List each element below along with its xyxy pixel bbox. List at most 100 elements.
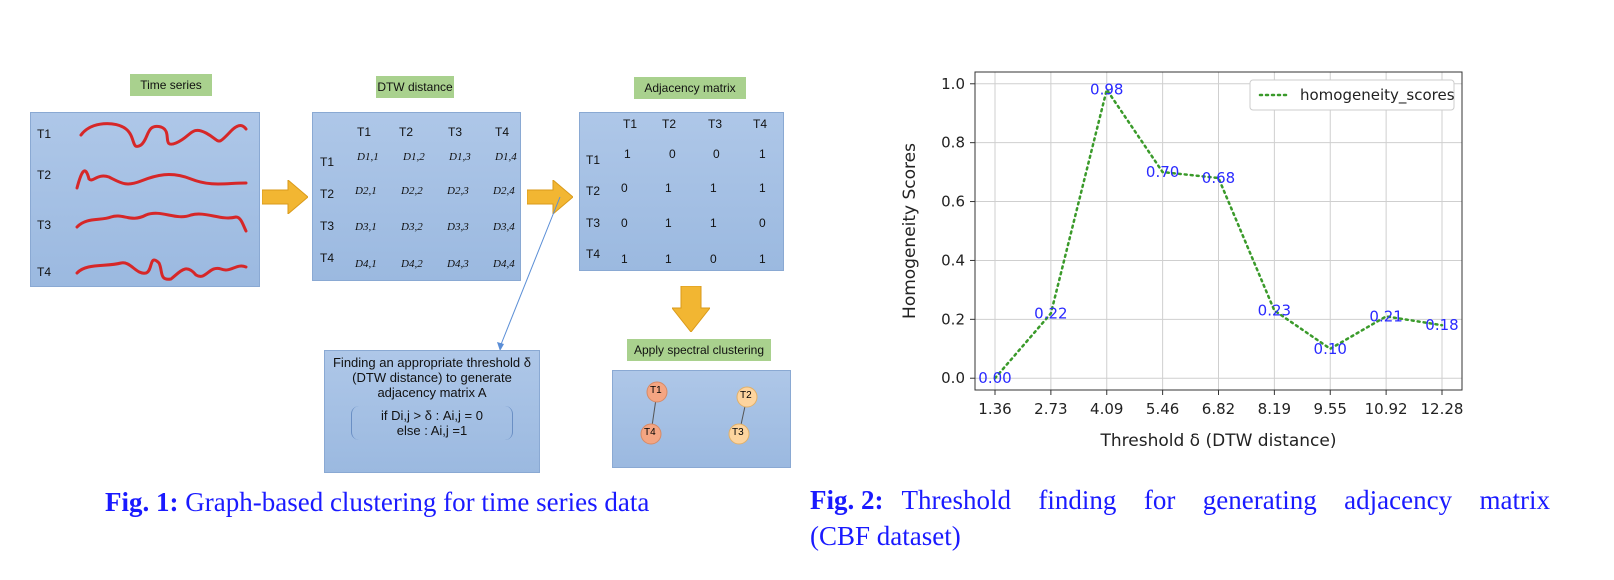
adj-col-t2: T2 <box>662 117 677 131</box>
series-line-homogeneity <box>993 86 1444 380</box>
y-tick-label: 0.2 <box>941 310 965 328</box>
figure-2-caption-text-2: (CBF dataset) <box>810 521 961 551</box>
figure-2-caption-label: Fig. 2: <box>810 485 884 515</box>
curve-t3 <box>75 211 248 233</box>
threshold-rule-1: if Di,j > δ : Ai,j = 0 <box>381 408 483 423</box>
figure-2-caption-text-1: Threshold finding for generating adjacen… <box>901 485 1551 515</box>
dtw-cell: D2,3 <box>447 185 469 197</box>
curve-t4 <box>75 258 248 281</box>
dtw-cell: D2,4 <box>493 185 515 197</box>
node-label-t2: T2 <box>740 390 752 401</box>
adj-cell: 0 <box>669 147 676 161</box>
figure-2-caption-line-1: Fig. 2: Threshold finding for generating… <box>810 482 1550 518</box>
series-label-t4: T4 <box>37 265 52 279</box>
dtw-cell: D2,1 <box>355 185 377 197</box>
figure-1-caption-text: Graph-based clustering for time series d… <box>185 487 650 517</box>
adjacency-matrix-label: Adjacency matrix <box>634 77 746 99</box>
threshold-rule-2: else : Ai,j =1 <box>396 423 468 438</box>
adjacency-matrix-panel: T1 T2 T3 T4 T1 T2 T3 T4 1 0 0 1 0 1 1 1 … <box>579 112 784 271</box>
x-tick-label: 5.46 <box>1146 400 1179 418</box>
threshold-line-3: adjacency matrix A <box>377 385 487 400</box>
arrow-right-icon <box>527 180 573 214</box>
dtw-matrix-panel: T1 T2 T3 T4 T1 T2 T3 T4 D1,1 D1,2 D1,3 D… <box>312 112 521 281</box>
y-tick-label: 0.4 <box>941 251 965 269</box>
y-tick-label: 0.0 <box>941 369 965 387</box>
adj-cell: 1 <box>665 181 672 195</box>
x-tick-label: 10.92 <box>1365 400 1408 418</box>
dtw-cell: D4,4 <box>493 258 515 270</box>
adj-cell: 1 <box>665 252 672 266</box>
dtw-cell: D1,2 <box>403 151 425 163</box>
threshold-line-1: Finding an appropriate threshold δ <box>332 355 532 370</box>
adj-cell: 1 <box>621 252 628 266</box>
adj-row-t3: T3 <box>586 216 601 230</box>
legend-box <box>1249 79 1455 111</box>
adj-cell: 1 <box>624 147 631 161</box>
dtw-distance-label: DTW distance <box>376 76 454 98</box>
node-t2 <box>736 386 758 408</box>
time-series-panel: T1 T2 T3 T4 <box>30 112 260 287</box>
adj-cell: 0 <box>759 216 766 230</box>
data-label: 0.00 <box>978 369 1011 387</box>
adj-cell: 0 <box>621 181 628 195</box>
adj-cell: 1 <box>759 181 766 195</box>
figure-2-caption: Fig. 2: Threshold finding for generating… <box>810 482 1550 554</box>
dtw-col-t3: T3 <box>448 125 463 139</box>
data-label: 0.98 <box>1090 81 1123 99</box>
dtw-cell: D3,2 <box>401 221 423 233</box>
dtw-col-t4: T4 <box>495 125 510 139</box>
adj-cell: 1 <box>710 181 717 195</box>
y-tick-label: 0.6 <box>941 193 965 211</box>
figure-1-caption-label: Fig. 1: <box>105 487 179 517</box>
adj-col-t4: T4 <box>753 117 768 131</box>
data-label: 0.18 <box>1425 316 1458 334</box>
adj-cell: 0 <box>621 216 628 230</box>
figure-1-caption: Fig. 1: Graph-based clustering for time … <box>105 487 649 518</box>
series-label-t2: T2 <box>37 168 52 182</box>
dtw-cell: D4,2 <box>401 258 423 270</box>
data-label: 0.10 <box>1314 340 1347 358</box>
legend-entry: homogeneity_scores <box>1300 86 1455 105</box>
dtw-col-t1: T1 <box>357 125 372 139</box>
x-tick-label: 1.36 <box>978 400 1011 418</box>
data-label: 0.23 <box>1258 302 1291 320</box>
arrow-down-icon <box>672 286 710 332</box>
x-tick-label: 2.73 <box>1034 400 1067 418</box>
dtw-cell: D1,4 <box>495 151 517 163</box>
x-tick-label: 6.82 <box>1202 400 1235 418</box>
y-tick-label: 0.8 <box>941 134 965 152</box>
dtw-row-t4: T4 <box>320 251 335 265</box>
x-tick-label: 8.19 <box>1258 400 1291 418</box>
dtw-row-t3: T3 <box>320 219 335 233</box>
homogeneity-chart: 1.36 2.73 4.09 5.46 6.82 8.19 9.55 10.92 12.28 0.… <box>900 71 1464 451</box>
x-tick-label: 4.09 <box>1090 400 1123 418</box>
adj-col-t3: T3 <box>708 117 723 131</box>
spectral-clustering-label: Apply spectral clustering <box>627 339 771 361</box>
data-label: 0.22 <box>1034 304 1067 322</box>
x-axis-label: Threshold δ (DTW distance) <box>1100 431 1337 451</box>
time-series-label: Time series <box>130 74 212 96</box>
adj-cell: 1 <box>759 252 766 266</box>
node-label-t1: T1 <box>650 385 662 396</box>
data-label: 0.70 <box>1146 163 1179 181</box>
dtw-cell: D1,3 <box>449 151 471 163</box>
dtw-cell: D2,2 <box>401 185 423 197</box>
adj-cell: 0 <box>713 147 720 161</box>
pointer-line <box>497 196 561 351</box>
dtw-cell: D4,1 <box>355 258 377 270</box>
cluster-graph <box>640 381 758 445</box>
threshold-rule-brace: if Di,j > δ : Ai,j = 0 else : Ai,j =1 <box>351 406 513 440</box>
data-label: 0.68 <box>1202 169 1235 187</box>
dtw-cell: D3,3 <box>447 221 469 233</box>
time-series-curves <box>75 122 248 281</box>
adj-cell: 1 <box>759 147 766 161</box>
adj-cell: 0 <box>710 252 717 266</box>
adj-row-t1: T1 <box>586 153 601 167</box>
arrow-right-icon <box>262 180 308 214</box>
adj-row-t4: T4 <box>586 247 601 261</box>
adj-col-t1: T1 <box>623 117 638 131</box>
x-tick-label: 12.28 <box>1421 400 1464 418</box>
curve-t1 <box>79 122 248 148</box>
curve-t2 <box>75 169 248 190</box>
y-axis-label: Homogeneity Scores <box>900 143 920 319</box>
